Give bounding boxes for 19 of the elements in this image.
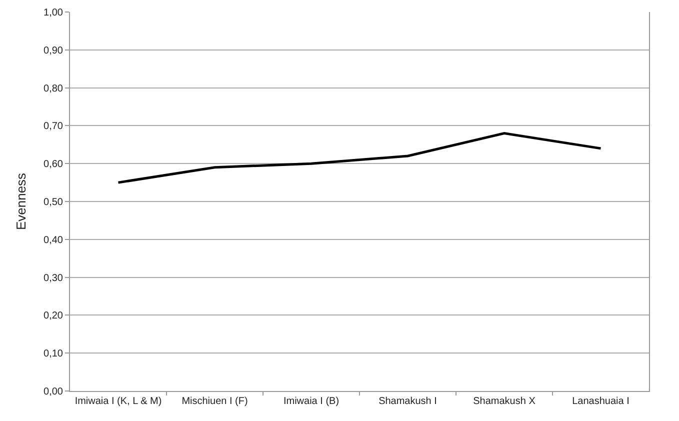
y-tick-label: 0,70	[44, 121, 64, 132]
y-tick-label: 0,10	[44, 348, 64, 360]
x-tick-label: Shamakush X	[473, 396, 536, 407]
x-tick-label: Lanashuaia I	[572, 396, 630, 407]
y-tick-label: 1,00	[44, 8, 64, 18]
x-tick-label: Shamakush I	[378, 396, 437, 407]
line-series	[117, 132, 602, 184]
y-tick-label: 0,50	[44, 197, 64, 208]
y-axis-title: Evenness	[13, 172, 28, 230]
y-tick-label: 0,90	[44, 45, 64, 56]
x-tick-label: Imiwaia I (B)	[283, 396, 340, 407]
x-tick-label: Imiwaia I (K, L & M)	[74, 396, 162, 407]
y-tick-label: 0,30	[44, 272, 64, 284]
y-tick-label: 0,40	[44, 234, 64, 246]
y-tick-label: 0,20	[44, 310, 64, 322]
y-tick-label: 0,80	[44, 83, 64, 94]
x-tick-label: Mischiuen I (F)	[182, 396, 248, 407]
y-tick-label: 0,60	[44, 159, 64, 170]
y-tick-label: 0,00	[44, 386, 64, 398]
